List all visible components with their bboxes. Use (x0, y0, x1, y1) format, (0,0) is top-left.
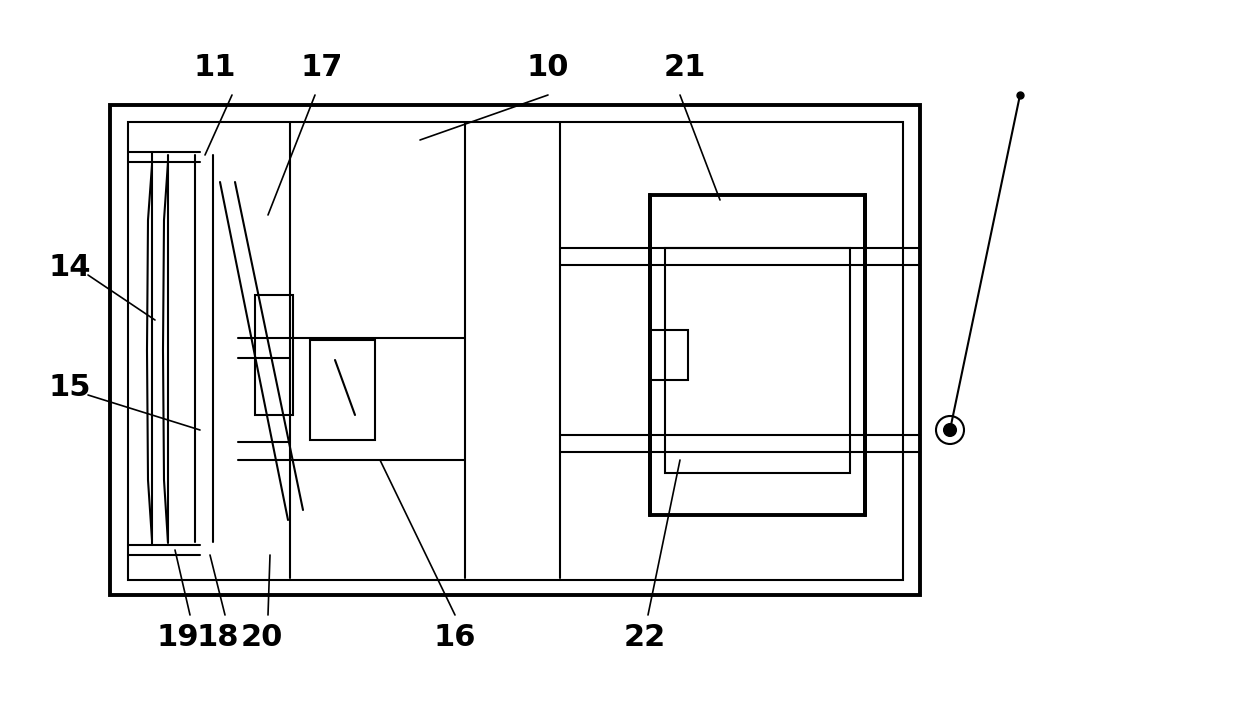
Bar (110, 105, 920, 595)
Text: 17: 17 (301, 53, 343, 83)
Text: 11: 11 (193, 53, 237, 83)
Text: 18: 18 (197, 623, 239, 652)
Circle shape (944, 424, 956, 436)
Text: 10: 10 (527, 53, 569, 83)
Text: 19: 19 (156, 623, 200, 652)
Text: 22: 22 (624, 623, 666, 652)
Bar (650, 195, 866, 515)
Text: 21: 21 (663, 53, 707, 83)
Text: 14: 14 (48, 253, 92, 282)
Bar (310, 340, 374, 440)
Text: 16: 16 (434, 623, 476, 652)
Bar (650, 330, 688, 380)
Bar (255, 295, 293, 415)
Bar (665, 248, 849, 473)
Text: 20: 20 (241, 623, 283, 652)
Text: 15: 15 (48, 373, 92, 402)
Bar (128, 122, 903, 580)
